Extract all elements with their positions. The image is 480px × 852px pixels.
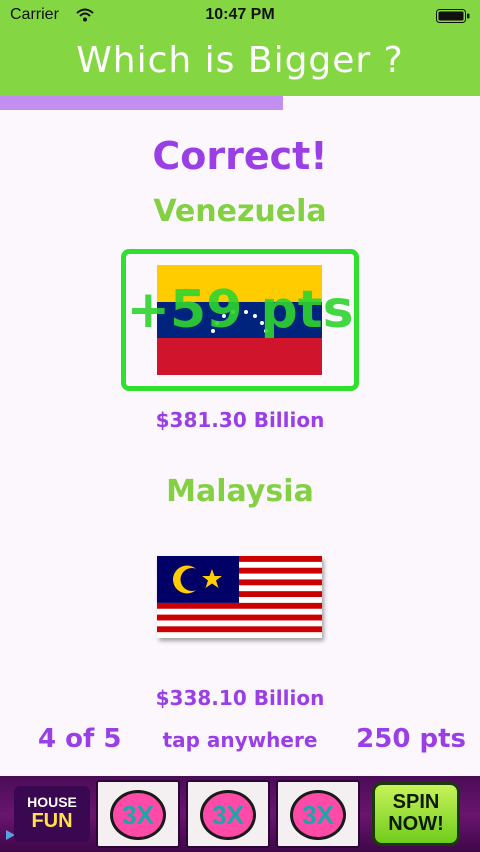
- wifi-icon: [76, 8, 94, 22]
- progress-bar: [0, 96, 480, 110]
- title-bar: Which is Bigger ?: [0, 32, 480, 96]
- ad-logo-bottom: FUN: [31, 810, 73, 832]
- result-text: Correct!: [152, 134, 328, 178]
- ad-reel-badge: 3X: [200, 790, 256, 840]
- ad-reel-badge: 3X: [290, 790, 346, 840]
- ad-reel: 3X: [96, 780, 180, 848]
- ad-reel: 3X: [186, 780, 270, 848]
- ad-reel: 3X: [276, 780, 360, 848]
- progress-fill: [0, 96, 284, 110]
- ad-reel-badge: 3X: [110, 790, 166, 840]
- malaysia-flag[interactable]: [157, 556, 322, 638]
- question-counter: 4 of 5: [38, 724, 122, 754]
- status-bar: Carrier 10:47 PM: [0, 0, 480, 32]
- footer[interactable]: 4 of 5 tap anywhere 250 pts: [0, 724, 480, 760]
- country-name-second: Malaysia: [166, 474, 314, 509]
- venezuela-flag[interactable]: [157, 265, 322, 375]
- battery-icon: [436, 9, 470, 23]
- tap-anywhere-hint[interactable]: tap anywhere: [162, 728, 318, 752]
- points-awarded: +59 pts: [126, 280, 354, 340]
- status-time: 10:47 PM: [205, 6, 275, 23]
- ad-banner[interactable]: HOUSE FUN 3X 3X 3X SPIN NOW!: [0, 776, 480, 852]
- selected-answer-frame[interactable]: [121, 249, 359, 391]
- score: 250 pts: [356, 724, 466, 754]
- ad-logo-top: HOUSE: [27, 794, 77, 810]
- app-title: Which is Bigger ?: [76, 40, 404, 81]
- ad-logo: HOUSE FUN: [14, 786, 90, 842]
- ad-choices-icon[interactable]: [3, 828, 17, 842]
- carrier-label: Carrier: [10, 6, 59, 23]
- country-value-first: $381.30 Billion: [155, 408, 325, 432]
- ad-spin-now-button[interactable]: SPIN NOW!: [372, 782, 460, 846]
- country-value-second: $338.10 Billion: [155, 686, 325, 710]
- country-name-first: Venezuela: [153, 194, 327, 229]
